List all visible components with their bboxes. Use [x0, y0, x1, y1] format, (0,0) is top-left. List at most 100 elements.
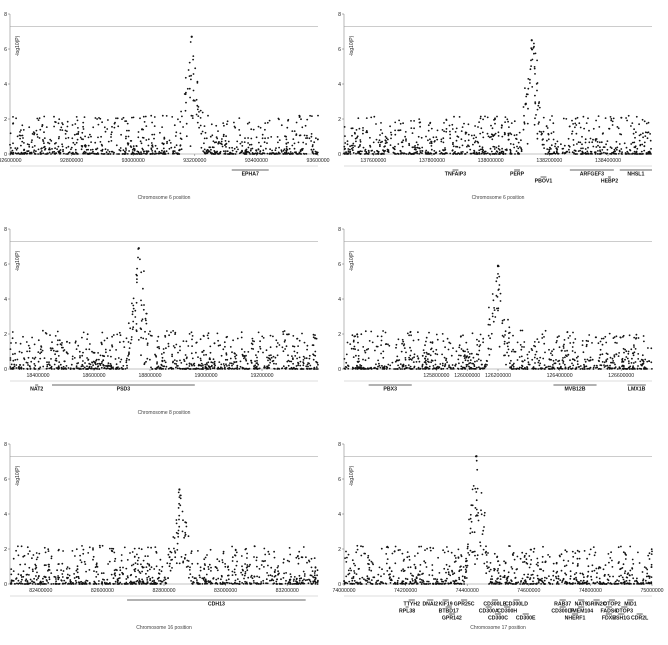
snp-point: [224, 368, 227, 370]
snp-point: [97, 352, 99, 354]
snp-point: [112, 582, 115, 585]
snp-point: [533, 356, 536, 359]
snp-point: [395, 343, 398, 346]
gene-label: LMX1B: [628, 387, 646, 393]
snp-point: [17, 583, 20, 585]
snp-point: [555, 341, 558, 344]
snp-point: [14, 147, 17, 150]
snp-point: [648, 360, 651, 363]
snp-point: [285, 345, 288, 348]
snp-point: [244, 582, 247, 585]
snp-point: [268, 364, 270, 367]
snp-point: [532, 367, 534, 370]
snp-point: [248, 565, 251, 568]
snp-point: [525, 558, 528, 561]
snp-point: [142, 566, 145, 569]
x-tick-label: 126000000: [454, 373, 480, 379]
snp-point: [554, 152, 557, 155]
snp-point: [537, 368, 540, 370]
snp-point: [567, 353, 570, 356]
snp-point: [55, 367, 58, 369]
snp-point: [185, 101, 187, 104]
snp-point: [539, 356, 542, 359]
snp-point: [513, 146, 516, 149]
gene-label: EPHA7: [242, 172, 259, 178]
snp-point: [259, 150, 262, 152]
snp-point: [441, 364, 444, 367]
snp-point: [125, 361, 128, 364]
snp-point: [585, 122, 588, 124]
snp-point: [146, 562, 149, 565]
snp-point: [371, 341, 374, 344]
scatter-points: [343, 265, 653, 370]
snp-point: [172, 150, 175, 153]
snp-point: [28, 143, 30, 146]
snp-point: [484, 364, 486, 366]
snp-point: [111, 150, 114, 153]
snp-point: [376, 583, 379, 585]
snp-point: [31, 580, 33, 583]
snp-point: [23, 148, 25, 151]
snp-point: [278, 367, 280, 370]
snp-point: [139, 140, 142, 143]
snp-point: [127, 341, 130, 343]
snp-point: [235, 361, 238, 363]
snp-point: [168, 547, 170, 550]
snp-point: [66, 340, 68, 343]
snp-point: [204, 556, 207, 559]
snp-point: [213, 366, 216, 368]
snp-point: [508, 126, 510, 128]
snp-point: [145, 360, 147, 363]
snp-point: [173, 537, 176, 539]
snp-point: [168, 565, 171, 568]
snp-point: [359, 140, 362, 143]
snp-point: [627, 366, 630, 369]
y-axis-label: -log10(P): [349, 35, 355, 56]
snp-point: [402, 139, 405, 142]
snp-point: [480, 513, 483, 516]
snp-point: [75, 548, 78, 551]
snp-point: [241, 582, 244, 584]
snp-point: [408, 334, 410, 337]
snp-point: [491, 315, 494, 318]
snp-point: [213, 150, 216, 152]
snp-point: [83, 116, 86, 118]
snp-point: [188, 569, 191, 571]
snp-point: [204, 131, 207, 134]
snp-point: [347, 367, 350, 370]
snp-point: [228, 582, 231, 585]
x-tick-label: 93000000: [122, 158, 145, 164]
y-tick-label: 6: [338, 262, 341, 268]
snp-point: [289, 151, 292, 153]
snp-point: [158, 347, 161, 350]
snp-point: [144, 317, 147, 320]
snp-point: [155, 550, 158, 553]
snp-point: [48, 576, 51, 579]
snp-point: [221, 368, 224, 370]
snp-point: [82, 548, 85, 551]
snp-point: [572, 123, 574, 125]
snp-point: [81, 363, 84, 366]
snp-point: [197, 356, 199, 358]
snp-point: [464, 133, 467, 135]
snp-point: [310, 135, 313, 138]
snp-point: [305, 556, 307, 559]
snp-point: [9, 143, 11, 146]
snp-point: [64, 129, 67, 132]
snp-point: [456, 152, 459, 155]
snp-point: [422, 579, 424, 582]
snp-point: [452, 347, 454, 349]
snp-point: [313, 557, 316, 559]
snp-point: [635, 115, 638, 118]
snp-point: [61, 573, 64, 575]
snp-point: [202, 349, 205, 352]
snp-point: [611, 368, 613, 370]
snp-point: [38, 137, 41, 139]
snp-point: [266, 582, 269, 585]
snp-point: [77, 131, 80, 133]
snp-point: [191, 335, 194, 337]
snp-point: [402, 122, 404, 125]
snp-point: [70, 363, 73, 366]
snp-point: [291, 153, 293, 155]
snp-point: [536, 108, 539, 111]
